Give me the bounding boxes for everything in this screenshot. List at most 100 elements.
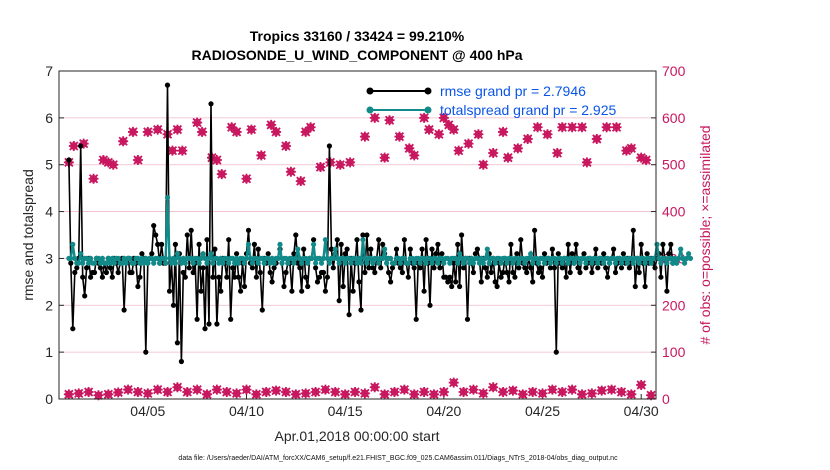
rmse-point [344, 246, 350, 252]
obs-marker [320, 384, 331, 395]
rmse-point [512, 274, 518, 280]
totalspread-point [459, 255, 465, 261]
totalspread-point [668, 255, 674, 261]
totalspread-point [214, 255, 220, 261]
obs-marker [438, 112, 449, 123]
obs-marker [626, 143, 637, 154]
obs-assimilated-marker [266, 119, 277, 130]
totalspread-point [514, 255, 520, 261]
totalspread-point [236, 260, 242, 266]
totalspread-point [198, 255, 204, 261]
totalspread-point [105, 255, 111, 261]
rmse-point [291, 251, 297, 257]
totalspread-point [461, 260, 467, 266]
totalspread-point [149, 255, 155, 261]
obs-marker [507, 385, 518, 396]
totalspread-point [628, 255, 634, 261]
obs-assimilated-marker [428, 389, 439, 400]
legend: rmse grand pr = 2.7946 totalspread grand… [366, 83, 617, 118]
rmse-point [224, 274, 230, 280]
obs-assimilated-marker [226, 122, 237, 133]
rmse-point [618, 265, 625, 271]
totalspread-point [178, 260, 184, 266]
obs-marker [256, 150, 267, 161]
obs-marker [443, 119, 454, 130]
totalspread-point [640, 255, 646, 261]
legend-rmse-label: rmse grand pr = 2.7946 [440, 83, 586, 99]
y-left-tick-label: 0 [45, 391, 53, 407]
rmse-point [72, 269, 78, 276]
rmse-point [259, 307, 265, 313]
obs-marker [488, 148, 499, 158]
obs-assimilated-marker [315, 162, 326, 173]
totalspread-point [68, 255, 74, 261]
obs-assimilated-marker [241, 173, 252, 184]
obs-assimilated-marker [611, 122, 622, 133]
obs-marker [567, 122, 578, 133]
totalspread-point [656, 255, 662, 261]
obs-marker [488, 382, 499, 393]
rmse-point [474, 246, 480, 252]
totalspread-point [478, 255, 484, 261]
totalspread-point [415, 255, 421, 261]
totalspread-point [194, 255, 200, 261]
totalspread-point [380, 255, 386, 261]
totalspread-point [163, 260, 169, 266]
obs-assimilated-marker [330, 386, 341, 397]
obs-assimilated-marker [522, 133, 533, 144]
obs-assimilated-marker [123, 384, 134, 395]
obs-assimilated-marker [280, 386, 291, 397]
obs-marker [216, 169, 227, 180]
totalspread-point [174, 251, 180, 257]
obs-marker [132, 386, 143, 397]
totalspread-point [496, 255, 502, 261]
totalspread-point [180, 255, 186, 261]
totalspread-point [601, 260, 607, 266]
totalspread-point [127, 255, 133, 261]
rmse-point [251, 241, 257, 247]
totalspread-point [457, 251, 463, 257]
rmse-point [443, 274, 449, 280]
x-tick-label: 04/10 [229, 403, 264, 419]
totalspread-point [433, 255, 439, 261]
y-right-tick-label: 100 [662, 344, 686, 360]
totalspread-point [551, 255, 558, 261]
rmse-point [143, 349, 149, 355]
totalspread-point [218, 255, 224, 261]
totalspread-point [565, 260, 571, 266]
totalspread-point [141, 260, 147, 266]
totalspread-point [224, 255, 230, 261]
rmse-point [366, 265, 372, 271]
totalspread-point [447, 260, 453, 266]
rmse-point [660, 241, 666, 247]
obs-assimilated-marker [128, 126, 139, 137]
obs-assimilated-marker [231, 388, 242, 399]
rmse-point [470, 269, 476, 276]
rmse-point [212, 246, 218, 252]
totalspread-point [95, 255, 102, 261]
obs-assimilated-marker [83, 386, 94, 397]
totalspread-point [84, 255, 90, 261]
y-right-tick-label: 0 [662, 391, 670, 407]
obs-marker [142, 126, 153, 137]
obs-assimilated-marker [340, 389, 351, 400]
obs-assimilated-marker [552, 148, 563, 158]
obs-marker [586, 388, 597, 399]
totalspread-point [670, 260, 676, 266]
obs-assimilated-marker [142, 126, 153, 137]
obs-assimilated-marker [300, 388, 311, 399]
totalspread-point [384, 260, 390, 266]
rmse-point [386, 269, 392, 276]
rmse-point [255, 246, 261, 252]
obs-assimilated-marker [132, 155, 143, 166]
obs-assimilated-marker [394, 131, 405, 142]
rmse-point [107, 265, 113, 271]
totalspread-point [172, 260, 178, 266]
obs-assimilated-marker [103, 389, 114, 400]
x-tick-label: 04/15 [328, 403, 363, 419]
totalspread-point [684, 255, 690, 261]
obs-assimilated-marker [271, 385, 282, 396]
totalspread-point [253, 255, 259, 261]
rmse-point [269, 279, 275, 285]
